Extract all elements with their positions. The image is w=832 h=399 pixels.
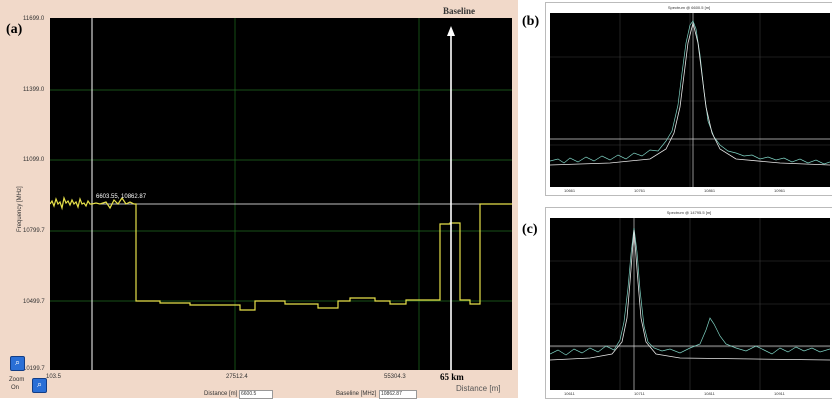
magnifier-icon: ⌕ — [14, 358, 21, 368]
spectrum-panel-b: Spectrum @ 6600.5 [m] 10661 10761 10861 … — [545, 2, 832, 196]
y-tick-label: 10499.7 — [23, 299, 45, 305]
spectrum-c-measured — [549, 227, 831, 356]
panel-c-label: (c) — [522, 222, 538, 237]
y-tick-label: 10799.7 — [23, 228, 45, 234]
spectrum-b-fit — [549, 22, 831, 166]
zoom-label: Zoom — [9, 377, 25, 383]
spectrum-c-fit — [549, 229, 831, 361]
cursor-readout: 6603.55, 10862.87 — [96, 194, 147, 200]
zoom-out-button[interactable]: ⌕ — [32, 378, 47, 393]
x-tick-label: 27512.4 — [226, 374, 248, 380]
baseline-field-label: Baseline [MHz] — [336, 391, 377, 397]
distance-field-label: Distance [m] — [204, 391, 238, 397]
spectrum-b-plot[interactable] — [549, 13, 831, 187]
spectrum-b-x-tick: 10661 — [564, 188, 576, 193]
bfs-plot-area[interactable]: 6603.55, 10862.87 — [49, 18, 512, 370]
magnifier-icon: ⌕ — [36, 380, 43, 390]
spectrum-b-x-tick: 10861 — [704, 188, 716, 193]
marker-distance-label: 65 km — [440, 372, 464, 382]
spectrum-b-x-tick: 10761 — [634, 188, 646, 193]
spectrum-c-title: Spectrum @ 14795.5 [m] — [666, 210, 712, 215]
spectrum-b-measured — [549, 20, 831, 165]
x-tick-label: 55304.3 — [384, 374, 406, 380]
baseline-label: Baseline — [443, 6, 476, 16]
panel-a-label: (a) — [6, 22, 23, 37]
spectrum-b-svg — [549, 13, 831, 187]
bfs-distribution-panel: (a) 11699.0 11399.0 11099.0 10799.7 1049… — [0, 0, 518, 399]
spectrum-c-plot[interactable] — [549, 218, 831, 390]
x-axis-title: Distance [m] — [456, 384, 501, 393]
spectrum-c-x-tick: 10711 — [634, 391, 645, 396]
grid-lines — [50, 18, 512, 370]
spectrum-panel-c: Spectrum @ 14795.5 [m] 10611 10711 10811… — [545, 207, 832, 399]
spectrum-c-x-tick: 10911 — [774, 391, 785, 396]
spectrum-c-grid — [550, 218, 830, 390]
distance-marker-arrowhead — [447, 26, 455, 36]
y-tick-label: 11399.0 — [23, 87, 45, 93]
spectrum-c-svg — [549, 218, 831, 390]
spectrum-b-title: Spectrum @ 6600.5 [m] — [667, 5, 711, 10]
spectrum-b-grid — [550, 13, 830, 187]
spectrum-c-x-tick: 10611 — [564, 391, 575, 396]
zoom-in-button[interactable]: ⌕ — [10, 356, 25, 371]
bfs-plot-svg — [49, 18, 512, 370]
bfs-trace — [49, 195, 512, 311]
spectrum-c-x-tick: 10811 — [704, 391, 715, 396]
panel-b-label: (b) — [522, 14, 540, 29]
y-tick-label: 11099.0 — [23, 157, 45, 163]
y-axis-title: Frequency [MHz] — [17, 186, 23, 232]
zoom-status: On — [11, 385, 20, 391]
x-tick-label: 103.5 — [46, 374, 62, 380]
y-tick-label: 10199.7 — [23, 366, 45, 372]
y-tick-label: 11699.0 — [23, 16, 45, 22]
spectrum-b-x-tick: 10961 — [774, 188, 786, 193]
